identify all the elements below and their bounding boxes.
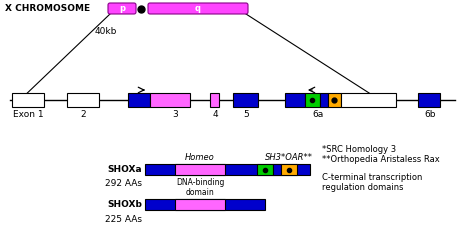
Text: 4: 4 (212, 110, 218, 119)
Text: *SRC Homology 3: *SRC Homology 3 (322, 146, 396, 155)
Text: 40kb: 40kb (95, 27, 118, 37)
Bar (320, 93, 328, 107)
Bar (145, 164, 310, 175)
Bar (145, 199, 265, 210)
Bar (418, 93, 440, 107)
Bar (175, 199, 225, 210)
Text: 225 AAs: 225 AAs (105, 215, 142, 224)
Text: 5: 5 (243, 110, 249, 119)
Text: Exon 1: Exon 1 (13, 110, 43, 119)
Text: 2: 2 (80, 110, 86, 119)
Text: SHOXb: SHOXb (107, 200, 142, 209)
Bar (285, 93, 305, 107)
FancyBboxPatch shape (108, 3, 136, 14)
FancyBboxPatch shape (148, 3, 248, 14)
Bar (210, 93, 219, 107)
Text: Homeo: Homeo (185, 153, 215, 162)
Text: 3: 3 (172, 110, 178, 119)
Bar (305, 93, 320, 107)
Bar (150, 93, 190, 107)
Bar (67, 93, 99, 107)
Bar (257, 164, 273, 175)
Text: 6b: 6b (424, 110, 436, 119)
Bar (281, 164, 297, 175)
Text: q: q (195, 4, 201, 13)
Text: p: p (119, 4, 125, 13)
Text: SH3*OAR**: SH3*OAR** (265, 153, 313, 162)
Bar (273, 164, 281, 175)
Bar (12, 93, 44, 107)
Text: 292 AAs: 292 AAs (105, 180, 142, 188)
Text: **Orthopedia Aristaless Rax: **Orthopedia Aristaless Rax (322, 155, 440, 165)
Text: 6a: 6a (312, 110, 324, 119)
Text: X CHROMOSOME: X CHROMOSOME (5, 4, 90, 13)
Text: C-terminal transcription
regulation domains: C-terminal transcription regulation doma… (322, 173, 422, 192)
Bar (328, 93, 341, 107)
Bar (233, 93, 258, 107)
Bar (175, 164, 225, 175)
Text: DNA-binding
domain: DNA-binding domain (176, 178, 224, 197)
Bar (128, 93, 150, 107)
Bar (341, 93, 396, 107)
Text: SHOXa: SHOXa (108, 165, 142, 174)
